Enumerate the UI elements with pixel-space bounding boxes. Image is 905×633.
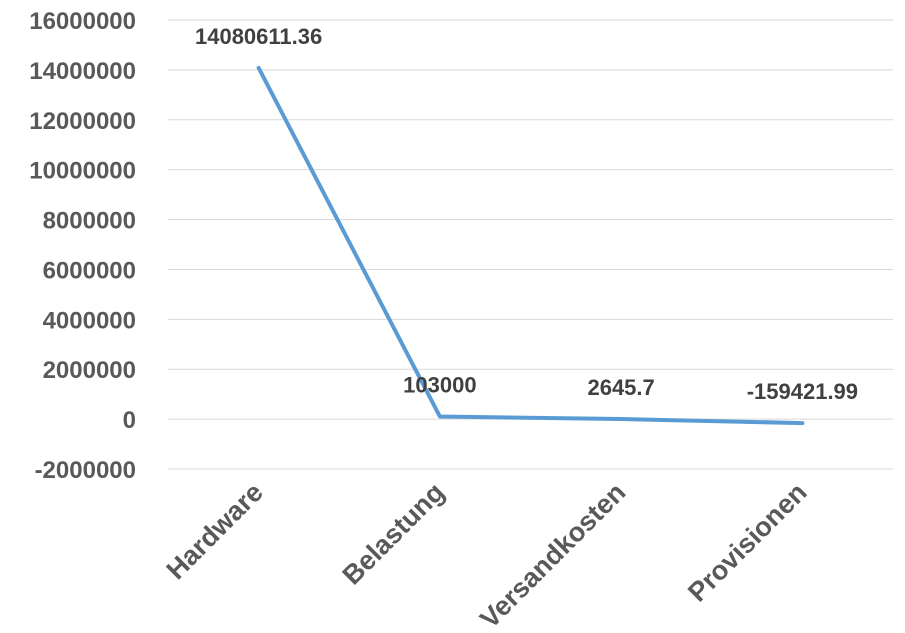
y-tick-label: 6000000 xyxy=(43,257,136,284)
data-label: 2645.7 xyxy=(587,375,654,400)
series-line xyxy=(256,65,805,426)
y-tick-label: 10000000 xyxy=(29,158,136,185)
y-tick-label: 16000000 xyxy=(29,8,136,35)
series-lines xyxy=(256,65,805,426)
data-label: 103000 xyxy=(403,373,476,398)
x-axis-ticks: Hardware Belastung Versandkosten Provisione… xyxy=(161,477,813,633)
data-labels: 14080611.36 103000 2645.7 -159421.99 xyxy=(195,24,858,404)
y-tick-label: 4000000 xyxy=(43,307,136,334)
y-tick-label: 2000000 xyxy=(43,357,136,384)
x-tick-label: Provisionen xyxy=(682,477,812,607)
y-axis-ticks: 16000000 14000000 12000000 10000000 8000000 6… xyxy=(29,8,136,484)
y-tick-label: -2000000 xyxy=(35,457,136,484)
y-tick-label: 8000000 xyxy=(43,208,136,235)
data-label: 14080611.36 xyxy=(195,24,322,49)
data-label: -159421.99 xyxy=(747,379,858,404)
y-tick-label: 14000000 xyxy=(29,58,136,85)
x-tick-label: Belastung xyxy=(337,477,451,591)
x-tick-label: Versandkosten xyxy=(474,477,631,633)
y-tick-label: 0 xyxy=(123,407,136,434)
y-tick-label: 12000000 xyxy=(29,108,136,135)
x-tick-label: Hardware xyxy=(161,477,269,585)
